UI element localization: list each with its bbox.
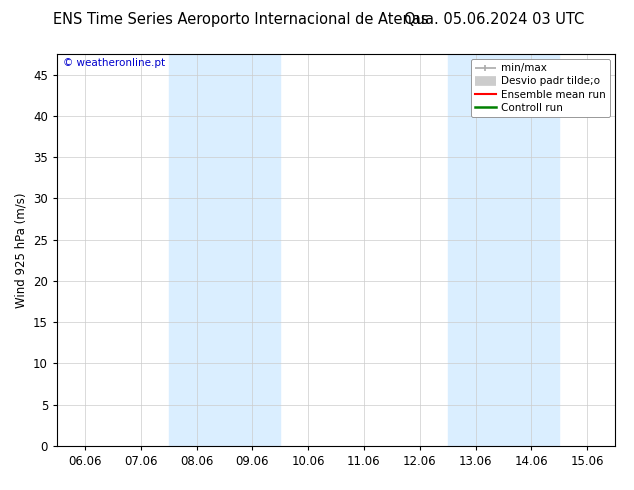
Text: Qua. 05.06.2024 03 UTC: Qua. 05.06.2024 03 UTC (404, 12, 585, 27)
Y-axis label: Wind 925 hPa (m/s): Wind 925 hPa (m/s) (15, 192, 28, 308)
Text: © weatheronline.pt: © weatheronline.pt (63, 58, 165, 68)
Text: ENS Time Series Aeroporto Internacional de Atenas: ENS Time Series Aeroporto Internacional … (53, 12, 429, 27)
Bar (224, 54, 280, 446)
Legend: min/max, Desvio padr tilde;o, Ensemble mean run, Controll run: min/max, Desvio padr tilde;o, Ensemble m… (470, 59, 610, 117)
Bar (448, 54, 503, 446)
Bar (503, 54, 559, 446)
Bar (169, 54, 224, 446)
